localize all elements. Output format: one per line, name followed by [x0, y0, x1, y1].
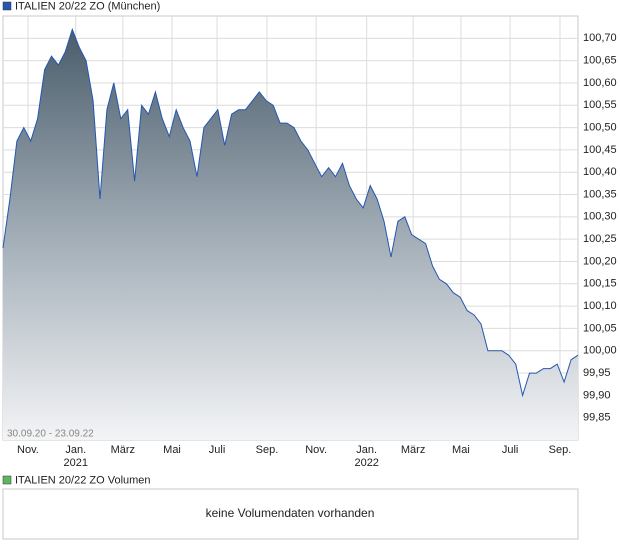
x-tick-label: Jan. [65, 444, 86, 456]
y-tick-label: 100,05 [583, 322, 617, 334]
y-tick-label: 99,95 [583, 367, 611, 379]
x-tick-label: März [111, 444, 135, 456]
y-tick-label: 100,40 [583, 166, 617, 178]
y-tick-label: 100,25 [583, 233, 617, 245]
x-tick-label: Juli [502, 444, 519, 456]
legend-swatch [2, 475, 12, 485]
x-tick-label: Nov. [305, 444, 327, 456]
price-line [2, 27, 579, 398]
date-range: 30.09.20 - 23.09.22 [7, 429, 94, 440]
y-tick-label: 99,90 [583, 389, 611, 401]
y-tick-label: 100,35 [583, 188, 617, 200]
y-tick-label: 100,15 [583, 278, 617, 290]
x-tick-label: Sep. [549, 444, 572, 456]
volume-frame [2, 488, 579, 540]
y-tick-label: 100,45 [583, 144, 617, 156]
volume-legend: ITALIEN 20/22 ZO Volumen [15, 474, 151, 486]
y-tick-label: 100,00 [583, 345, 617, 357]
y-tick-label: 100,70 [583, 32, 617, 44]
legend-swatch [2, 1, 12, 11]
y-tick-label: 100,50 [583, 121, 617, 133]
y-tick-label: 99,85 [583, 412, 611, 424]
y-tick-label: 100,65 [583, 55, 617, 67]
x-tick-label: Juli [209, 444, 226, 456]
x-tick-label: Nov. [17, 444, 39, 456]
x-tick-label: Sep. [256, 444, 279, 456]
x-year-label: 2022 [354, 457, 378, 469]
chart-title: ITALIEN 20/22 ZO (München) [15, 0, 160, 12]
y-tick-label: 100,10 [583, 300, 617, 312]
y-tick-label: 100,20 [583, 255, 617, 267]
x-tick-label: Jan. [356, 444, 377, 456]
y-tick-label: 100,55 [583, 99, 617, 111]
y-tick-label: 100,30 [583, 211, 617, 223]
x-year-label: 2021 [63, 457, 87, 469]
x-tick-label: Mai [452, 444, 470, 456]
y-tick-label: 100,60 [583, 77, 617, 89]
area-fill [3, 29, 578, 441]
x-tick-label: März [401, 444, 425, 456]
volume-message: keine Volumendaten vorhanden [206, 506, 375, 520]
x-tick-label: Mai [163, 444, 181, 456]
